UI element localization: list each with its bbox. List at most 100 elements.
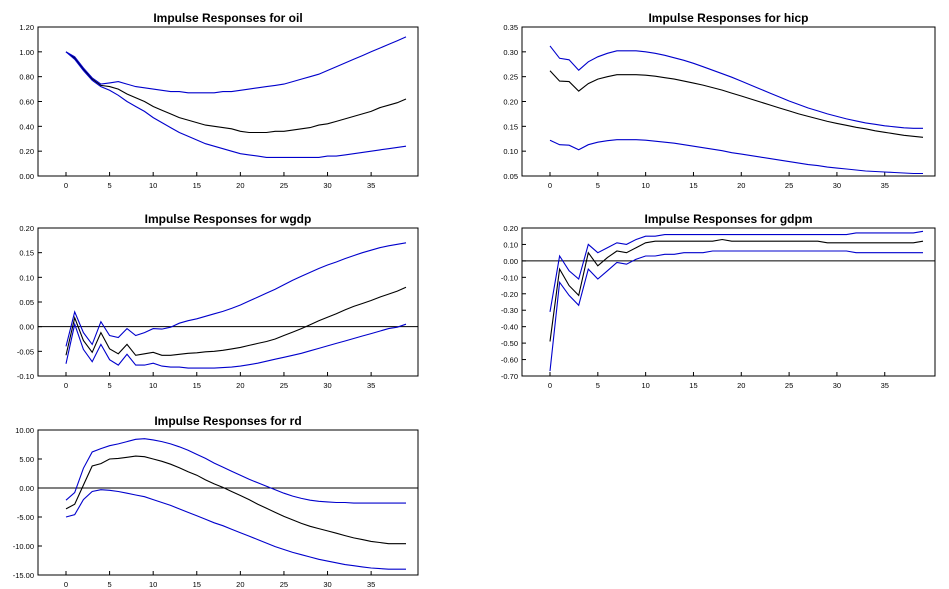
y-tick-label: 5.00 bbox=[19, 455, 34, 464]
x-tick-label: 30 bbox=[833, 381, 841, 390]
x-tick-label: 20 bbox=[236, 381, 244, 390]
x-tick-label: 5 bbox=[108, 181, 112, 190]
y-tick-label: 0.60 bbox=[19, 98, 34, 107]
x-tick-label: 0 bbox=[64, 381, 68, 390]
y-tick-label: -10.00 bbox=[13, 542, 34, 551]
series-line-point bbox=[65, 455, 406, 545]
y-tick-label: -15.00 bbox=[13, 571, 34, 580]
x-tick-label: 30 bbox=[833, 181, 841, 190]
y-tick-label: -0.10 bbox=[501, 273, 518, 282]
x-tick-label: 10 bbox=[149, 381, 157, 390]
x-tick-label: 0 bbox=[64, 181, 68, 190]
y-tick-label: 0.00 bbox=[19, 323, 34, 332]
y-tick-label: 0.35 bbox=[503, 23, 518, 32]
series-line-lower bbox=[549, 139, 923, 175]
series-line-lower bbox=[65, 322, 407, 369]
x-tick-label: 35 bbox=[881, 381, 889, 390]
x-tick-label: 35 bbox=[881, 181, 889, 190]
y-tick-label: -0.70 bbox=[501, 372, 518, 381]
y-tick-label: 0.05 bbox=[19, 298, 34, 307]
y-tick-label: 0.20 bbox=[503, 98, 518, 107]
chart-title: Impulse Responses for gdpm bbox=[644, 212, 812, 226]
y-tick-label: 0.20 bbox=[503, 224, 518, 233]
x-tick-label: 5 bbox=[596, 181, 600, 190]
y-tick-label: 0.30 bbox=[503, 48, 518, 57]
x-tick-label: 15 bbox=[689, 181, 697, 190]
y-tick-label: -0.50 bbox=[501, 339, 518, 348]
x-tick-label: 30 bbox=[323, 580, 331, 589]
series-line-upper bbox=[65, 36, 407, 94]
y-tick-label: 10.00 bbox=[15, 426, 34, 435]
x-tick-label: 20 bbox=[236, 580, 244, 589]
x-tick-label: 25 bbox=[785, 181, 793, 190]
plot-frame bbox=[37, 429, 419, 576]
x-tick-label: 0 bbox=[548, 381, 552, 390]
plot-frame bbox=[37, 26, 419, 177]
chart-panel-4: Impulse Responses for gdpm -0.70 -0.60 -0.5… bbox=[501, 212, 936, 390]
y-tick-label: 0.15 bbox=[19, 249, 34, 258]
x-tick-label: 25 bbox=[280, 580, 288, 589]
chart-panel-1: Impulse Responses for oil 0.00 0.20 0.40 0.6… bbox=[19, 11, 419, 190]
x-tick-label: 25 bbox=[280, 181, 288, 190]
chart-panel-3: Impulse Responses for wgdp -0.10 -0.05 0.00… bbox=[17, 212, 419, 390]
x-tick-label: 30 bbox=[323, 381, 331, 390]
chart-title: Impulse Responses for rd bbox=[154, 414, 301, 428]
chart-title: Impulse Responses for hicp bbox=[648, 11, 808, 25]
x-tick-label: 5 bbox=[596, 381, 600, 390]
x-tick-label: 25 bbox=[785, 381, 793, 390]
series-line-upper bbox=[549, 45, 923, 129]
y-tick-label: 0.20 bbox=[19, 224, 34, 233]
series-line-lower bbox=[65, 51, 407, 158]
y-tick-label: -0.40 bbox=[501, 323, 518, 332]
x-tick-label: 35 bbox=[367, 181, 375, 190]
x-tick-label: 15 bbox=[193, 181, 201, 190]
plot-frame bbox=[521, 227, 936, 377]
series-line-lower bbox=[549, 250, 923, 372]
x-tick-label: 0 bbox=[548, 181, 552, 190]
y-tick-label: 1.20 bbox=[19, 23, 34, 32]
y-tick-label: -0.60 bbox=[501, 356, 518, 365]
y-tick-label: -0.20 bbox=[501, 290, 518, 299]
x-tick-label: 20 bbox=[737, 381, 745, 390]
x-tick-label: 25 bbox=[280, 381, 288, 390]
y-tick-label: 1.00 bbox=[19, 48, 34, 57]
x-tick-label: 10 bbox=[149, 181, 157, 190]
y-tick-label: 0.10 bbox=[503, 147, 518, 156]
series-line-upper bbox=[65, 242, 407, 347]
x-tick-label: 0 bbox=[64, 580, 68, 589]
y-tick-label: 0.15 bbox=[503, 122, 518, 131]
y-tick-label: 0.25 bbox=[503, 73, 518, 82]
series-line-upper bbox=[549, 230, 924, 312]
series-line-point bbox=[549, 238, 924, 342]
y-tick-label: 0.05 bbox=[503, 172, 518, 181]
chart-panel-2: Impulse Responses for hicp 0.05 0.10 0.15 0.… bbox=[503, 11, 936, 190]
x-tick-label: 15 bbox=[193, 580, 201, 589]
y-tick-label: -0.10 bbox=[17, 372, 34, 381]
series-line-point bbox=[549, 70, 924, 138]
x-tick-label: 5 bbox=[108, 381, 112, 390]
x-tick-label: 5 bbox=[108, 580, 112, 589]
chart-title: Impulse Responses for wgdp bbox=[145, 212, 312, 226]
x-tick-label: 15 bbox=[689, 381, 697, 390]
y-tick-label: 0.00 bbox=[503, 257, 518, 266]
y-tick-label: 0.00 bbox=[19, 484, 34, 493]
series-line-point bbox=[65, 286, 407, 356]
y-tick-label: -0.30 bbox=[501, 306, 518, 315]
y-tick-label: 0.40 bbox=[19, 122, 34, 131]
y-tick-label: 0.00 bbox=[19, 172, 34, 181]
x-tick-label: 15 bbox=[193, 381, 201, 390]
y-tick-label: 0.20 bbox=[19, 147, 34, 156]
y-tick-label: 0.10 bbox=[19, 273, 34, 282]
x-tick-label: 10 bbox=[641, 181, 649, 190]
plot-frame bbox=[37, 227, 419, 377]
x-tick-label: 35 bbox=[367, 381, 375, 390]
plot-frame bbox=[521, 26, 936, 177]
x-tick-label: 30 bbox=[323, 181, 331, 190]
x-tick-label: 35 bbox=[367, 580, 375, 589]
x-tick-label: 20 bbox=[737, 181, 745, 190]
x-tick-label: 10 bbox=[149, 580, 157, 589]
y-tick-label: -0.05 bbox=[17, 347, 34, 356]
y-tick-label: 0.10 bbox=[503, 240, 518, 249]
x-tick-label: 20 bbox=[236, 181, 244, 190]
